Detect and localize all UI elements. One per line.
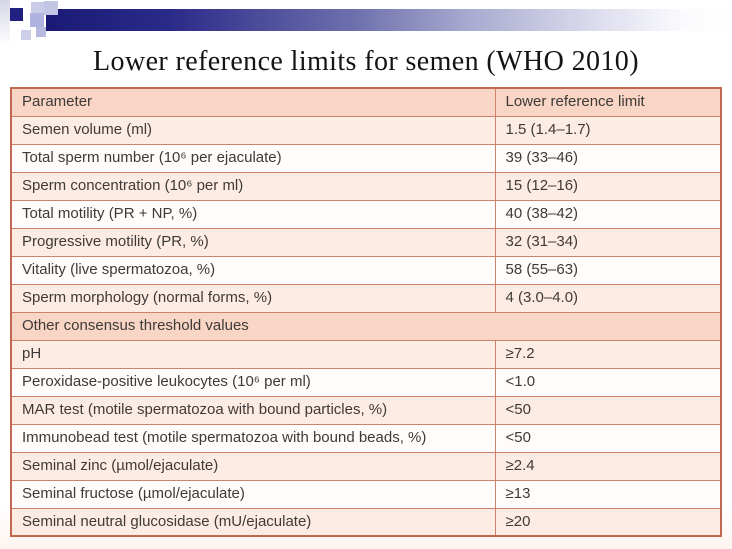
value-cell: 40 (38–42) (494, 199, 722, 229)
header-decoration (0, 0, 732, 46)
value-cell: 32 (31–34) (494, 227, 722, 257)
parameter-cell: Vitality (live spermatozoa, %) (10, 255, 496, 285)
value-cell: <50 (494, 423, 722, 453)
table-row: Semen volume (ml) 1.5 (1.4–1.7) (10, 115, 722, 145)
value-cell: ≥13 (494, 479, 722, 509)
lavender-square-decoration (44, 1, 58, 15)
column-header-limit: Lower reference limit (494, 87, 722, 117)
table-row: Peroxidase-positive leukocytes (10⁶ per … (10, 367, 722, 397)
value-cell: 1.5 (1.4–1.7) (494, 115, 722, 145)
parameter-cell: Total sperm number (10⁶ per ejaculate) (10, 143, 496, 173)
parameter-cell: Semen volume (ml) (10, 115, 496, 145)
value-cell: 39 (33–46) (494, 143, 722, 173)
parameter-cell: Peroxidase-positive leukocytes (10⁶ per … (10, 367, 496, 397)
lavender-square-decoration (31, 2, 44, 15)
parameter-cell: Seminal zinc (µmol/ejaculate) (10, 451, 496, 481)
reference-limits-table: Parameter Lower reference limit Semen vo… (10, 87, 722, 537)
parameter-cell: Seminal fructose (µmol/ejaculate) (10, 479, 496, 509)
value-cell: <50 (494, 395, 722, 425)
table-row: Seminal fructose (µmol/ejaculate) ≥13 (10, 479, 722, 509)
value-cell: ≥20 (494, 507, 722, 537)
table-row: MAR test (motile spermatozoa with bound … (10, 395, 722, 425)
lavender-square-decoration (36, 27, 46, 37)
table-row: Vitality (live spermatozoa, %) 58 (55–63) (10, 255, 722, 285)
table-row: Seminal zinc (µmol/ejaculate) ≥2.4 (10, 451, 722, 481)
table-row: Seminal neutral glucosidase (mU/ejaculat… (10, 507, 722, 537)
value-cell: 4 (3.0–4.0) (494, 283, 722, 313)
table-row: Total sperm number (10⁶ per ejaculate) 39… (10, 143, 722, 173)
parameter-cell: Sperm morphology (normal forms, %) (10, 283, 496, 313)
slide-title: Lower reference limits for semen (WHO 20… (93, 46, 639, 77)
table-row: Progressive motility (PR, %) 32 (31–34) (10, 227, 722, 257)
lavender-square-decoration (30, 13, 44, 27)
section-header-row: Other consensus threshold values (10, 311, 722, 341)
parameter-cell: Total motility (PR + NP, %) (10, 199, 496, 229)
table-row: Total motility (PR + NP, %) 40 (38–42) (10, 199, 722, 229)
table-row: Immunobead test (motile spermatozoa with… (10, 423, 722, 453)
parameter-cell: Sperm concentration (10⁶ per ml) (10, 171, 496, 201)
table-row: Sperm concentration (10⁶ per ml) 15 (12–1… (10, 171, 722, 201)
left-strip-decoration (0, 0, 10, 46)
gradient-bar-decoration (46, 9, 732, 31)
column-header-row: Parameter Lower reference limit (10, 87, 722, 117)
parameter-cell: pH (10, 339, 496, 369)
parameter-cell: Immunobead test (motile spermatozoa with… (10, 423, 496, 453)
lavender-square-decoration (21, 30, 31, 40)
navy-square-decoration (10, 8, 23, 21)
value-cell: ≥7.2 (494, 339, 722, 369)
parameter-cell: Seminal neutral glucosidase (mU/ejaculat… (10, 507, 496, 537)
parameter-cell: MAR test (motile spermatozoa with bound … (10, 395, 496, 425)
value-cell: 15 (12–16) (494, 171, 722, 201)
section-header-label: Other consensus threshold values (10, 311, 722, 341)
value-cell: ≥2.4 (494, 451, 722, 481)
value-cell: <1.0 (494, 367, 722, 397)
value-cell: 58 (55–63) (494, 255, 722, 285)
table-row: Sperm morphology (normal forms, %) 4 (3.0… (10, 283, 722, 313)
table-row: pH ≥7.2 (10, 339, 722, 369)
parameter-cell: Progressive motility (PR, %) (10, 227, 496, 257)
column-header-parameter: Parameter (10, 87, 496, 117)
